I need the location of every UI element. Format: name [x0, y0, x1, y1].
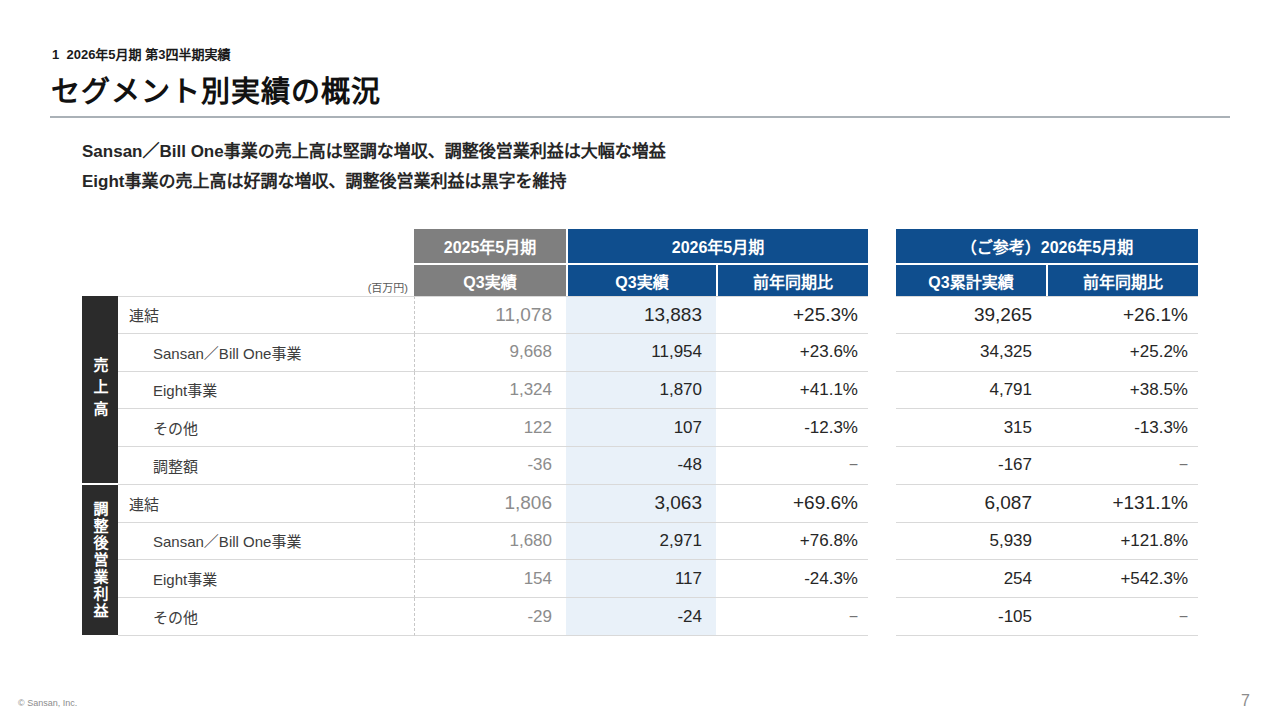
row-label: Eight事業: [118, 560, 414, 598]
table-row: Sansan／Bill One事業 9,668 11,954 +23.6% 34…: [82, 334, 1198, 372]
cell-cumulative-yoy: −: [1046, 447, 1198, 485]
table-row: Eight事業 1,324 1,870 +41.1% 4,791 +38.5%: [82, 372, 1198, 410]
row-label: その他: [118, 598, 414, 636]
cell-yoy: +76.8%: [716, 523, 868, 561]
cell-cumulative-yoy: +26.1%: [1046, 296, 1198, 334]
cell-q3-2025: 122: [414, 409, 566, 447]
cell-cumulative-yoy: +131.1%: [1046, 485, 1198, 523]
header-gap: [868, 265, 896, 296]
cell-yoy: +69.6%: [716, 485, 868, 523]
cell-q3-2025: 154: [414, 560, 566, 598]
cell-q3-2025: 1,680: [414, 523, 566, 561]
cell-q3-2026: -48: [566, 447, 716, 485]
row-group-label-sales: 売上高: [82, 296, 118, 483]
cell-yoy: −: [716, 598, 868, 636]
key-message-line-2: Eight事業の売上高は好調な増収、調整後営業利益は黒字を維持: [82, 167, 666, 197]
row-label: Sansan／Bill One事業: [118, 334, 414, 372]
cell-q3-2025: 9,668: [414, 334, 566, 372]
header-spacer: [82, 229, 414, 263]
cell-q3-2026: -24: [566, 598, 716, 636]
cell-q3-2025: 11,078: [414, 296, 566, 334]
header-fy2026-q3: Q3実績: [566, 265, 716, 296]
page-number: 7: [1241, 692, 1250, 710]
table-row: Eight事業 154 117 -24.3% 254 +542.3%: [82, 560, 1198, 598]
cell-yoy: -12.3%: [716, 409, 868, 447]
cell-q3-cumulative: 39,265: [896, 296, 1046, 334]
footer-copyright: © Sansan, Inc.: [18, 698, 77, 708]
unit-label: (百万円): [118, 279, 408, 295]
cell-yoy: +23.6%: [716, 334, 868, 372]
cell-q3-cumulative: -167: [896, 447, 1046, 485]
table-row: 連結 1,806 3,063 +69.6% 6,087 +131.1%: [82, 485, 1198, 523]
cell-q3-2026: 1,870: [566, 372, 716, 410]
segment-results-table: 2025年5月期 2026年5月期 （ご参考）2026年5月期 Q3実績 Q3実…: [82, 229, 1198, 636]
key-message-line-1: Sansan／Bill One事業の売上高は堅調な増収、調整後営業利益は大幅な増…: [82, 137, 666, 167]
cell-yoy: +41.1%: [716, 372, 868, 410]
table-row: Sansan／Bill One事業 1,680 2,971 +76.8% 5,9…: [82, 523, 1198, 561]
table-row: 調整額 -36 -48 − -167 −: [82, 447, 1198, 485]
cell-q3-2026: 2,971: [566, 523, 716, 561]
table-row: 連結 11,078 13,883 +25.3% 39,265 +26.1%: [82, 296, 1198, 334]
row-label: 連結: [118, 296, 414, 334]
row-label: その他: [118, 409, 414, 447]
cell-q3-cumulative: 6,087: [896, 485, 1046, 523]
header-ref-q3-cumulative: Q3累計実績: [896, 265, 1046, 296]
table-row: その他 122 107 -12.3% 315 -13.3%: [82, 409, 1198, 447]
cell-q3-2025: -36: [414, 447, 566, 485]
cell-q3-cumulative: 4,791: [896, 372, 1046, 410]
header-fy2026-yoy: 前年同期比: [716, 265, 868, 296]
cell-cumulative-yoy: -13.3%: [1046, 409, 1198, 447]
cell-yoy: −: [716, 447, 868, 485]
cell-cumulative-yoy: +542.3%: [1046, 560, 1198, 598]
row-label: 連結: [118, 485, 414, 523]
row-group-label-adjusted-operating-profit: 調整後営業利益: [82, 485, 118, 635]
cell-q3-cumulative: 34,325: [896, 334, 1046, 372]
cell-q3-cumulative: 254: [896, 560, 1046, 598]
row-label: 調整額: [118, 447, 414, 485]
cell-q3-2026: 13,883: [566, 296, 716, 334]
cell-q3-cumulative: 5,939: [896, 523, 1046, 561]
title-divider: [50, 116, 1230, 118]
header-ref-yoy: 前年同期比: [1046, 265, 1198, 296]
cell-q3-2025: 1,324: [414, 372, 566, 410]
page-title: セグメント別実績の概況: [51, 68, 381, 110]
header-gap: [868, 229, 896, 263]
cell-q3-2026: 3,063: [566, 485, 716, 523]
cell-yoy: +25.3%: [716, 296, 868, 334]
cell-q3-2025: 1,806: [414, 485, 566, 523]
slide-eyebrow: 1 2026年5月期 第3四半期実績: [52, 44, 230, 63]
row-label: Sansan／Bill One事業: [118, 523, 414, 561]
header-fy2025: 2025年5月期: [414, 229, 566, 263]
header-reference-fy2026: （ご参考）2026年5月期: [896, 229, 1198, 263]
cell-cumulative-yoy: +121.8%: [1046, 523, 1198, 561]
cell-cumulative-yoy: +38.5%: [1046, 372, 1198, 410]
header-fy2026: 2026年5月期: [566, 229, 868, 263]
cell-cumulative-yoy: +25.2%: [1046, 334, 1198, 372]
cell-q3-cumulative: -105: [896, 598, 1046, 636]
table-row: その他 -29 -24 − -105 −: [82, 598, 1198, 636]
cell-q3-2025: -29: [414, 598, 566, 636]
cell-q3-2026: 117: [566, 560, 716, 598]
cell-q3-2026: 11,954: [566, 334, 716, 372]
row-label: Eight事業: [118, 372, 414, 410]
cell-q3-cumulative: 315: [896, 409, 1046, 447]
cell-q3-2026: 107: [566, 409, 716, 447]
header-fy2025-q3: Q3実績: [414, 265, 566, 296]
cell-yoy: -24.3%: [716, 560, 868, 598]
table-header-row-periods: 2025年5月期 2026年5月期 （ご参考）2026年5月期: [82, 229, 1198, 263]
cell-cumulative-yoy: −: [1046, 598, 1198, 636]
key-message: Sansan／Bill One事業の売上高は堅調な増収、調整後営業利益は大幅な増…: [82, 137, 666, 197]
